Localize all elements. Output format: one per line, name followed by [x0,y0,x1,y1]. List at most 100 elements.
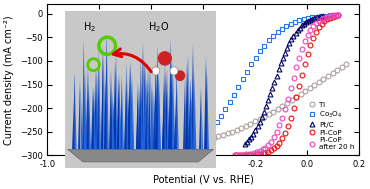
Co$_3$O$_4$ [232,94,236,96]
Ti [326,75,330,77]
Polygon shape [84,40,86,149]
Pi-CoP [280,137,285,139]
Pi-CoP
after 20 h [277,124,282,127]
Polygon shape [156,98,158,149]
Pt/C [243,143,247,145]
Polygon shape [176,72,179,149]
Ti [335,69,339,71]
Polygon shape [68,149,213,162]
Polygon shape [165,67,167,149]
Polygon shape [145,79,147,149]
Polygon shape [86,65,88,149]
Polygon shape [145,62,147,149]
Polygon shape [111,69,114,149]
Pi-CoP
after 20 h [241,153,245,156]
Polygon shape [169,54,172,149]
Pt/C [245,141,249,143]
Ti [257,118,262,120]
Pt/C [291,35,296,37]
Polygon shape [104,81,105,149]
Polygon shape [190,98,192,149]
Pt/C [321,15,325,17]
Polygon shape [151,67,153,149]
Pi-CoP
after 20 h [235,154,239,156]
Co$_3$O$_4$ [267,39,271,42]
Polygon shape [137,96,138,149]
Pt/C [300,24,304,27]
Polygon shape [117,73,119,149]
Polygon shape [185,77,187,149]
Polygon shape [147,79,149,149]
Polygon shape [158,98,160,149]
Pi-CoP [275,145,279,147]
Polygon shape [140,88,142,149]
Polygon shape [129,98,131,149]
Polygon shape [156,65,158,149]
Circle shape [158,52,171,65]
Polygon shape [187,62,189,149]
Pt/C [268,93,272,95]
Pi-CoP [266,151,270,153]
Pt/C [266,99,270,102]
Pi-CoP
after 20 h [311,25,315,27]
Pi-CoP [305,53,310,55]
Co$_3$O$_4$ [258,50,262,52]
Polygon shape [159,74,161,149]
Polygon shape [109,69,111,149]
Ti [276,108,280,110]
Co$_3$O$_4$ [197,138,201,140]
Polygon shape [128,65,130,149]
Y-axis label: Current density (mA cm⁻²): Current density (mA cm⁻²) [4,15,14,145]
Pi-CoP [232,154,237,156]
Polygon shape [101,58,103,149]
Pi-CoP [297,85,302,87]
Pi-CoP [243,154,248,156]
Pt/C [285,47,289,49]
Co$_3$O$_4$ [271,35,275,37]
Co$_3$O$_4$ [332,14,336,16]
Ti [321,78,326,80]
Polygon shape [110,90,112,149]
Polygon shape [207,67,209,149]
Pi-CoP [333,15,338,17]
Ti [253,120,257,123]
Polygon shape [162,79,164,149]
Polygon shape [85,69,87,149]
Ti [271,111,275,113]
Polygon shape [114,101,116,149]
Polygon shape [125,62,127,149]
Polygon shape [173,73,175,149]
Polygon shape [148,90,149,149]
Co$_3$O$_4$ [179,147,184,149]
Polygon shape [132,100,134,149]
Pi-CoP
after 20 h [303,40,307,43]
Pi-CoP [260,152,265,155]
Text: H$_2$O: H$_2$O [148,20,169,34]
Pi-CoP
after 20 h [258,150,262,152]
Ti [317,81,321,83]
Pt/C [272,81,277,83]
Co$_3$O$_4$ [184,145,188,147]
Pi-CoP [241,154,245,156]
Co$_3$O$_4$ [314,15,319,18]
Polygon shape [130,74,132,149]
Polygon shape [139,59,141,149]
Polygon shape [167,67,169,149]
Polygon shape [107,33,109,149]
Pi-CoP
after 20 h [331,14,335,16]
Polygon shape [155,46,158,149]
Polygon shape [162,92,164,149]
Co$_3$O$_4$ [175,148,179,151]
Polygon shape [89,84,91,149]
Circle shape [170,67,178,75]
Polygon shape [157,74,159,149]
Polygon shape [112,90,115,149]
Pi-CoP [235,154,239,156]
Pi-CoP
after 20 h [238,154,242,156]
Co$_3$O$_4$ [240,78,245,81]
Co$_3$O$_4$ [288,23,293,25]
Ti [289,99,294,101]
Pt/C [283,51,287,54]
Line: Pi-CoP
after 20 h: Pi-CoP after 20 h [232,12,341,158]
Polygon shape [171,74,173,149]
